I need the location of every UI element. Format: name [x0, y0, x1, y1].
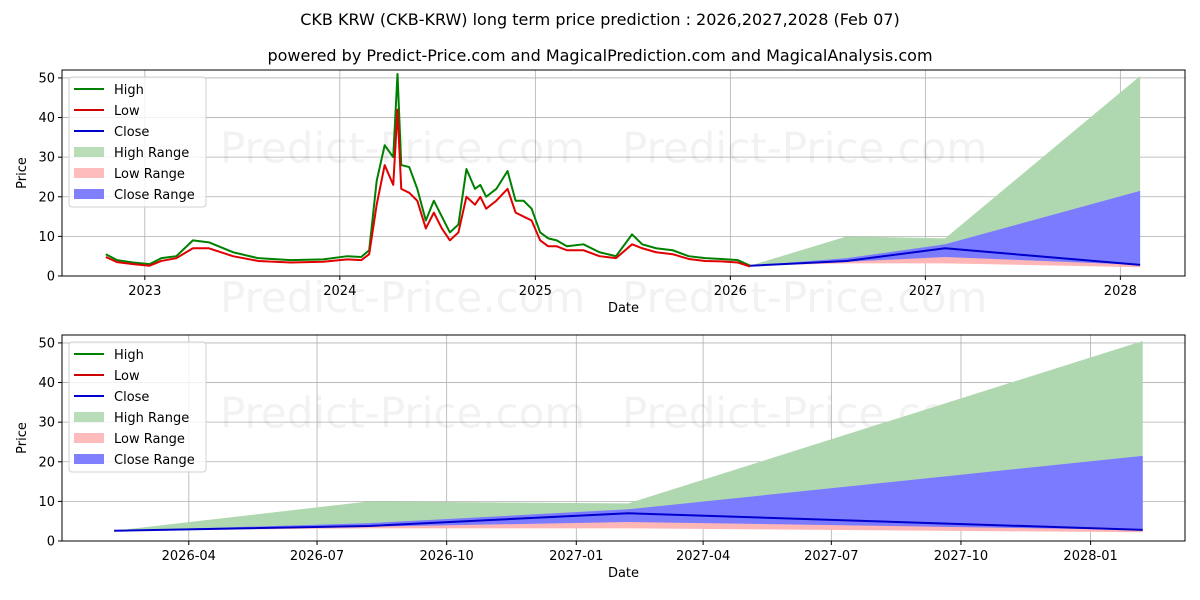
svg-text:High: High — [114, 83, 144, 98]
close-line — [114, 512, 1143, 532]
svg-text:Low: Low — [114, 369, 140, 384]
x-tick-label: 2026-07 — [290, 549, 344, 564]
legend-item-close: Close — [74, 390, 149, 405]
y-tick-label: 10 — [38, 495, 55, 510]
y-tick-label: 20 — [38, 190, 55, 205]
x-tick-label: 2028 — [1104, 284, 1137, 299]
y-tick-label: 40 — [38, 376, 55, 391]
y-axis-label: Price — [15, 157, 30, 189]
legend-item-close-range: Close Range — [74, 453, 195, 468]
svg-text:Close: Close — [114, 390, 149, 405]
legend-item-low-range: Low Range — [74, 432, 185, 447]
svg-text:Low Range: Low Range — [114, 432, 185, 447]
y-axis: 0 10 20 30 40 50 — [38, 336, 62, 550]
x-tick-label: 2027-07 — [804, 549, 858, 564]
x-tick-label: 2023 — [128, 284, 161, 299]
high-line — [105, 72, 751, 267]
svg-text:Close Range: Close Range — [114, 188, 195, 203]
x-tick-label: 2027-10 — [934, 549, 988, 564]
x-tick-label: 2027 — [909, 284, 942, 299]
x-tick-label: 2028-01 — [1063, 549, 1117, 564]
legend-item-high-range: High Range — [74, 146, 189, 161]
y-tick-label: 0 — [47, 270, 55, 285]
low-range-area — [750, 248, 1141, 268]
x-axis: 2026-04 2026-07 2026-10 2027-01 2027-04 2027-… — [162, 541, 1118, 564]
svg-text:Low Range: Low Range — [114, 167, 185, 182]
legend: High Low Close High Range Low Range Close Ran… — [68, 76, 207, 208]
close-range-area — [750, 190, 1141, 266]
x-tick-label: 2025 — [519, 284, 552, 299]
svg-text:Predict-Price.com: Predict-Price.com — [220, 389, 585, 438]
y-tick-label: 0 — [47, 535, 55, 550]
x-tick-label: 2026-04 — [162, 549, 216, 564]
prediction-zoom-chart: Predict-Price.com Predict-Price.com010203… — [15, 334, 1186, 581]
svg-text:Predict-Price.com: Predict-Price.com — [622, 124, 987, 173]
legend-item-low-range: Low Range — [74, 167, 185, 182]
svg-text:Close: Close — [114, 125, 149, 140]
legend-item-high: High — [74, 83, 144, 98]
close-line — [750, 247, 1141, 267]
legend-item-low: Low — [74, 104, 140, 119]
axes-frame — [61, 334, 1186, 542]
y-axis-label: Price — [15, 422, 30, 454]
legend-item-close-range: Close Range — [74, 188, 195, 203]
watermark: Predict-Price.com Predict-Price.com Predic… — [220, 124, 987, 322]
svg-text:Predict-Price.com: Predict-Price.com — [622, 273, 987, 322]
y-tick-label: 50 — [38, 336, 55, 351]
svg-text:Close Range: Close Range — [114, 453, 195, 468]
y-tick-label: 40 — [38, 111, 55, 126]
chart-title: CKB KRW (CKB-KRW) long term price predic… — [300, 10, 900, 29]
y-tick-label: 50 — [38, 71, 55, 86]
x-tick-label: 2027-01 — [549, 549, 603, 564]
close-range-area — [114, 455, 1143, 531]
legend-item-high: High — [74, 348, 144, 363]
low-range-area — [114, 513, 1143, 533]
svg-text:Low: Low — [114, 104, 140, 119]
legend-item-high-range: High Range — [74, 411, 189, 426]
x-tick-label: 2026-10 — [420, 549, 474, 564]
long-term-chart: Predict-Price.com Predict-Price.com Predic… — [15, 69, 1186, 322]
x-tick-label: 2027-04 — [676, 549, 730, 564]
svg-text:High: High — [114, 348, 144, 363]
x-tick-label: 2024 — [323, 284, 356, 299]
x-axis-label: Date — [608, 301, 639, 316]
legend: High Low Close High Range Low Range Close Ran… — [68, 341, 207, 473]
y-tick-label: 30 — [38, 416, 55, 431]
y-tick-label: 30 — [38, 151, 55, 166]
low-line — [105, 108, 751, 268]
y-tick-label: 20 — [38, 455, 55, 470]
x-axis-label: Date — [608, 566, 639, 581]
svg-text:High Range: High Range — [114, 146, 189, 161]
y-axis: 0 10 20 30 40 50 — [38, 71, 62, 285]
axes-frame — [61, 69, 1186, 277]
legend-item-close: Close — [74, 125, 149, 140]
x-tick-label: 2026 — [714, 284, 747, 299]
legend-item-low: Low — [74, 369, 140, 384]
y-tick-label: 10 — [38, 230, 55, 245]
chart-subtitle: powered by Predict-Price.com and Magical… — [267, 46, 933, 65]
svg-text:Predict-Price.com: Predict-Price.com — [220, 273, 585, 322]
x-axis: 2023 2024 2025 2026 2027 2028 — [128, 276, 1137, 299]
svg-text:High Range: High Range — [114, 411, 189, 426]
